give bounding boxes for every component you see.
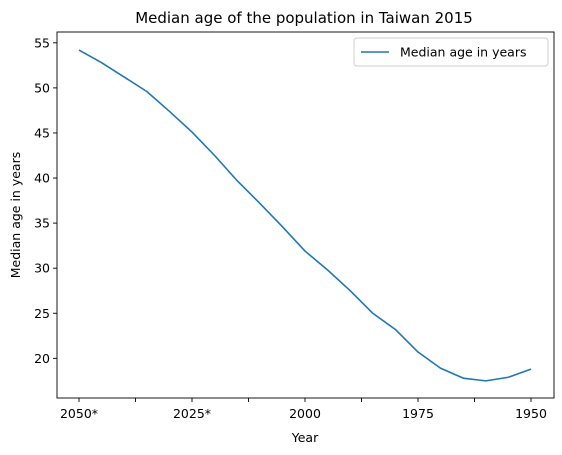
legend: Median age in years (353, 37, 549, 67)
legend-label: Median age in years (400, 45, 526, 60)
y-tick-label: 55 (34, 35, 50, 50)
x-tick-label: 2025* (173, 406, 211, 421)
x-axis: 2050* 2025* 2000 1975 1950 (60, 398, 547, 421)
y-axis: 20 25 30 35 40 45 50 55 (34, 35, 57, 366)
y-tick-label: 40 (34, 171, 50, 186)
y-tick-label: 45 (34, 125, 50, 140)
plot-area (56, 31, 555, 399)
legend-box (353, 37, 549, 67)
x-tick-label: 1975 (402, 406, 434, 421)
y-tick-label: 35 (34, 216, 50, 231)
y-tick-label: 25 (34, 306, 50, 321)
x-tick-label: 1950 (515, 406, 547, 421)
y-tick-label: 30 (34, 261, 50, 276)
y-tick-label: 20 (34, 351, 50, 366)
chart-title: Median age of the population in Taiwan 2… (135, 9, 473, 27)
x-tick-label: 2050* (60, 406, 98, 421)
x-tick-label: 2000 (289, 406, 321, 421)
y-tick-label: 50 (34, 80, 50, 95)
x-axis-title: Year (291, 430, 319, 445)
series-line-median-age (78, 49, 532, 382)
y-axis-title: Median age in years (8, 152, 23, 278)
series-layer (78, 49, 532, 382)
